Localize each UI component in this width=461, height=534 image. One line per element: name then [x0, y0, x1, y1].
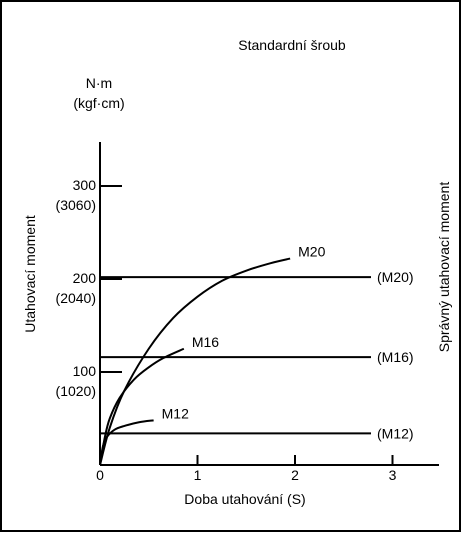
y-axis-label: Utahovací moment [22, 215, 38, 333]
y-tick-alt-label: (2040) [56, 290, 96, 306]
reference-line-label: (M16) [377, 349, 414, 365]
series-label: M20 [298, 244, 325, 260]
series-line [99, 257, 291, 466]
chart-title: Standardní šroub [238, 37, 346, 53]
series-line [99, 419, 154, 466]
x-tick-label: 3 [389, 467, 397, 483]
plot-area: 0 1 2 3 300 (3060) 200 (2040) 100 (1020) (M20) (M16… [56, 142, 439, 483]
series-line [99, 347, 185, 466]
y-tick-alt-label: (1020) [56, 383, 96, 399]
right-axis-label: Správný utahovací moment [436, 182, 452, 353]
y-tick-label: 300 [73, 177, 97, 193]
y-tick-alt-label: (3060) [56, 197, 96, 213]
x-tick-label: 1 [194, 467, 202, 483]
series-label: M16 [192, 334, 219, 350]
x-axis-label: Doba utahování (S) [184, 491, 305, 507]
y-unit-label: N·m [86, 75, 112, 91]
reference-line-label: (M12) [377, 425, 414, 441]
series-label: M12 [162, 405, 189, 421]
y-tick-label: 100 [73, 363, 97, 379]
y-unit-alt-label: (kgf·cm) [73, 95, 124, 111]
y-tick-label: 200 [73, 270, 97, 286]
x-tick-label: 2 [291, 467, 299, 483]
x-tick-label: 0 [96, 467, 104, 483]
reference-line-label: (M20) [377, 269, 414, 285]
